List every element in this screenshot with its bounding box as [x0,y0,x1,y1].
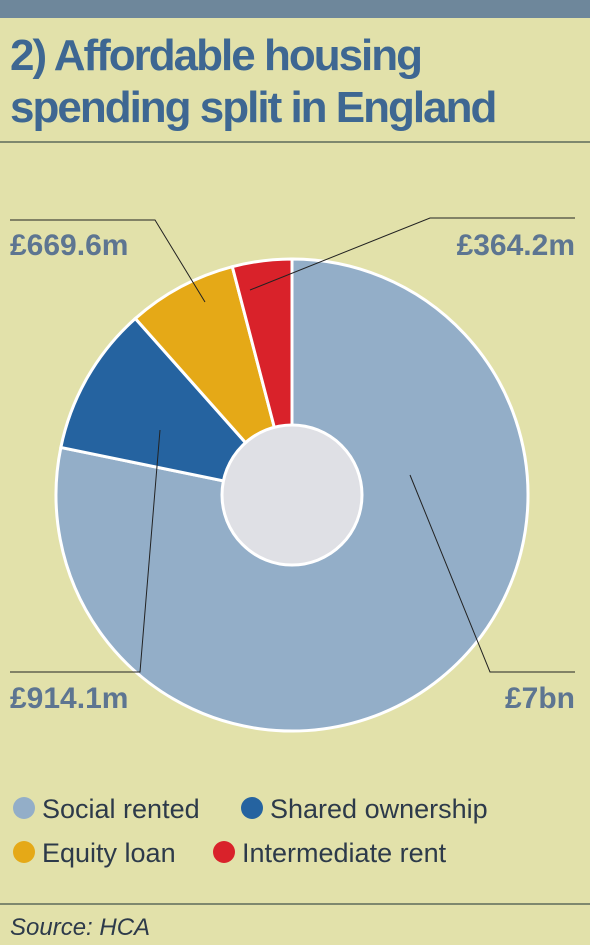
donut-hole [220,423,364,567]
chart-title-line: spending split in England [10,83,495,132]
legend: Social rented Shared ownership Equity loan… [13,794,488,868]
chart-title-line: 2) Affordable housing [10,31,421,80]
legend-swatch [213,841,235,863]
legend-swatch [241,797,263,819]
legend-label: Equity loan [42,838,176,868]
source: Source: HCA [10,914,150,941]
legend-swatch [13,841,35,863]
legend-label: Social rented [42,794,200,824]
legend-swatch [13,797,35,819]
value-label: £669.6m [10,229,128,262]
legend-label: Intermediate rent [242,838,447,868]
leader-line [249,217,575,291]
annotations: £7bn £914.1m £669.6m £364.2m [10,217,575,715]
value-label: £364.2m [457,229,575,262]
value-label: £7bn [505,682,575,715]
leader-line [10,219,206,303]
leader-line [10,429,161,673]
pie-slice [59,316,297,498]
value-label: £914.1m [10,682,128,715]
top-bar [0,0,590,18]
leader-line [409,474,575,673]
legend-label: Shared ownership [270,794,488,824]
